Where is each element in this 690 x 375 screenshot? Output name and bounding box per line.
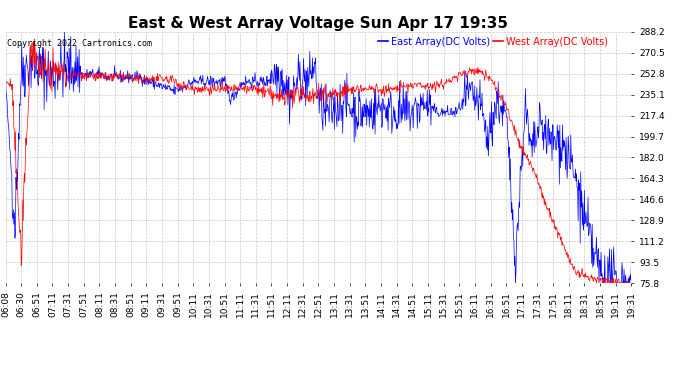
Title: East & West Array Voltage Sun Apr 17 19:35: East & West Array Voltage Sun Apr 17 19:… [128, 16, 509, 31]
Text: Copyright 2022 Cartronics.com: Copyright 2022 Cartronics.com [7, 39, 152, 48]
Legend: East Array(DC Volts), West Array(DC Volts): East Array(DC Volts), West Array(DC Volt… [378, 37, 608, 47]
